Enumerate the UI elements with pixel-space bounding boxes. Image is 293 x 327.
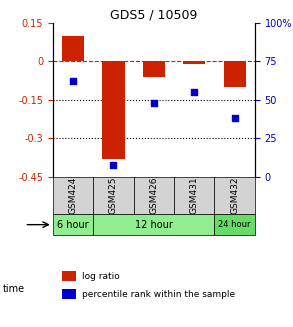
FancyBboxPatch shape [214,214,255,235]
Bar [183,61,205,64]
Point [232,116,237,121]
FancyBboxPatch shape [214,177,255,214]
Text: GSM424: GSM424 [69,177,77,214]
Point [111,162,116,167]
Title: GDS5 / 10509: GDS5 / 10509 [110,9,197,22]
FancyBboxPatch shape [174,177,214,214]
Text: GSM425: GSM425 [109,177,118,214]
Text: percentile rank within the sample: percentile rank within the sample [82,290,235,299]
Bar [102,61,125,159]
Text: time: time [3,284,25,294]
Text: 24 hour: 24 hour [219,220,251,229]
Bar [143,61,165,77]
Text: GSM432: GSM432 [230,177,239,214]
Point [71,79,75,84]
Text: 6 hour: 6 hour [57,220,89,230]
FancyBboxPatch shape [93,177,134,214]
Point [151,100,156,106]
Text: GSM426: GSM426 [149,177,158,214]
Text: log ratio: log ratio [82,272,120,281]
FancyBboxPatch shape [53,214,93,235]
Text: GSM431: GSM431 [190,177,199,214]
Bar [224,61,246,87]
Text: 12 hour: 12 hour [135,220,173,230]
Point [192,90,197,95]
FancyBboxPatch shape [53,177,93,214]
Bar [62,36,84,61]
FancyBboxPatch shape [134,177,174,214]
FancyBboxPatch shape [93,214,214,235]
